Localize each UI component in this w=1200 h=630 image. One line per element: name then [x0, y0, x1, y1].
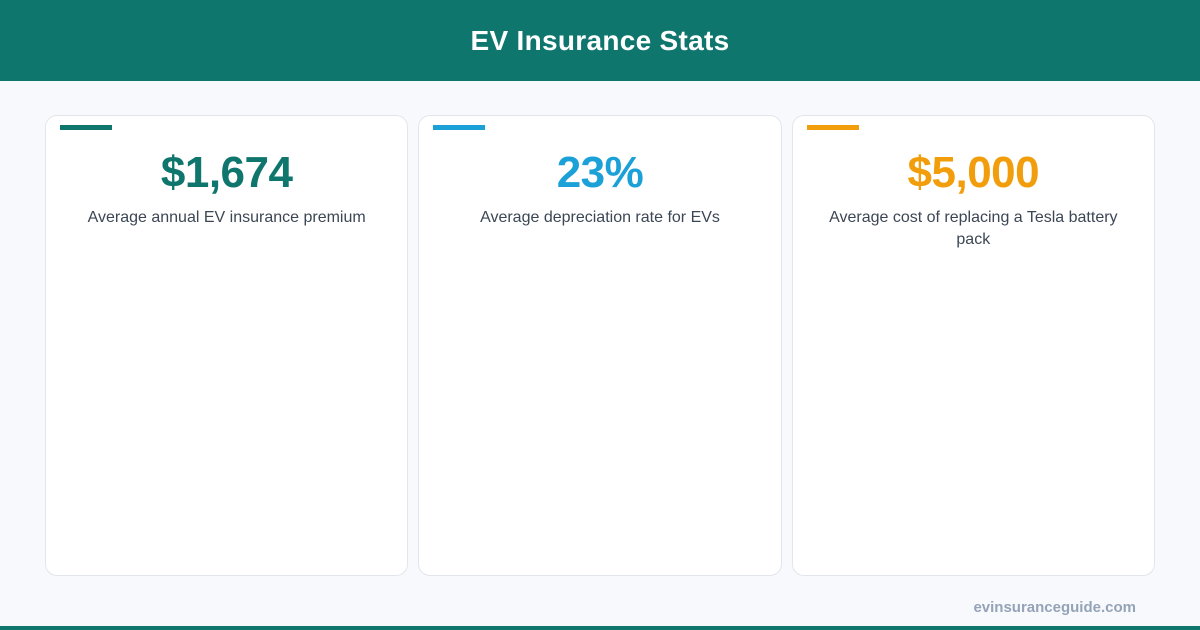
site-url: evinsuranceguide.com	[973, 599, 1136, 616]
stats-cards: $1,674 Average annual EV insurance premi…	[45, 115, 1155, 576]
stat-card-battery: $5,000 Average cost of replacing a Tesla…	[791, 115, 1155, 576]
stat-value: $5,000	[907, 148, 1040, 197]
page-title: EV Insurance Stats	[470, 24, 730, 56]
stat-card-depreciation: 23% Average depreciation rate for EVs	[418, 115, 782, 576]
bottom-border-bar	[0, 626, 1200, 630]
stat-value: 23%	[556, 148, 644, 197]
card-accent-bar	[806, 125, 859, 130]
stat-card-premium: $1,674 Average annual EV insurance premi…	[45, 115, 409, 576]
header-banner: EV Insurance Stats	[0, 0, 1200, 81]
stat-description: Average cost of replacing a Tesla batter…	[829, 209, 1118, 248]
stat-description: Average annual EV insurance premium	[87, 209, 366, 226]
stat-value: $1,674	[160, 148, 293, 197]
card-accent-bar	[60, 125, 112, 130]
stat-description: Average depreciation rate for EVs	[480, 209, 720, 226]
card-accent-bar	[433, 125, 486, 130]
